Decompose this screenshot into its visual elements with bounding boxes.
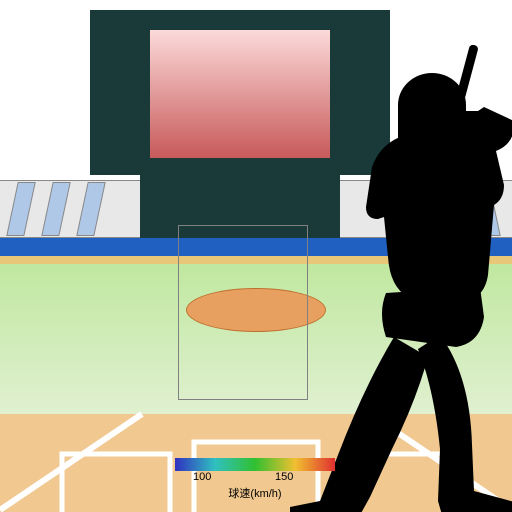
- pitch-chart: 100 150 球速(km/h): [0, 0, 512, 512]
- legend-tick: 150: [275, 471, 293, 483]
- legend-tick: 100: [193, 471, 211, 483]
- batter-silhouette: [290, 45, 512, 512]
- legend-bar: [175, 458, 335, 471]
- strike-zone: [178, 225, 308, 400]
- legend-label: 球速(km/h): [175, 485, 335, 501]
- speed-legend: 100 150 球速(km/h): [175, 458, 335, 501]
